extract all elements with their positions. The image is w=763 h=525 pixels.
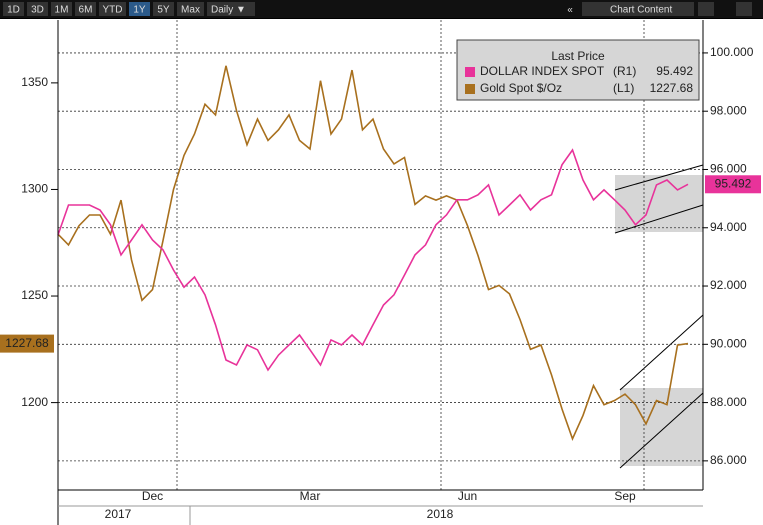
last-value-label: 95.492 [715,176,752,190]
y2-tick-label: 96.000 [710,162,747,176]
frequency-label[interactable]: Daily ▼ [211,5,246,16]
channel-line [614,164,704,191]
y2-tick-label: 94.000 [710,220,747,234]
range-button-label[interactable]: 3D [31,5,44,16]
channel-line [619,314,704,391]
range-button[interactable] [3,2,24,16]
edit-button[interactable] [698,2,714,16]
last-value-label: 1227.68 [5,336,49,350]
legend-swatch [465,67,475,77]
range-button[interactable] [51,2,72,16]
legend-title: Last Price [551,49,605,63]
y-tick-label: 1300 [21,182,48,196]
y-tick-label: 1250 [21,288,48,302]
range-button[interactable] [27,2,48,16]
last-value-tag [0,334,54,353]
y-tick-label: 1350 [21,75,48,89]
legend [456,39,700,101]
range-button-label[interactable]: 5Y [157,5,170,16]
series-line [57,148,689,372]
range-button-label[interactable]: 1Y [133,5,146,16]
toolbar-buttons: 1D 3D 1M 6M YTD 1Y 5Y Max Daily ▼ « Chart Content [3,2,752,16]
channel-shade [620,388,703,466]
chart-content-label[interactable]: Chart Content [610,5,672,16]
x-tick-label: Sep [614,489,636,503]
range-button[interactable] [177,2,204,16]
channel-line [619,392,704,469]
collapse-button[interactable]: « [567,5,573,16]
y2-tick-label: 92.000 [710,278,747,292]
y-tick-label: 1200 [21,395,48,409]
x-tick-label: Jun [458,489,477,503]
range-button[interactable] [99,2,126,16]
last-value-tag [705,175,761,194]
legend-axis: (L1) [613,81,634,95]
frequency-button[interactable] [207,2,255,16]
x-tick-label: Dec [142,489,163,503]
legend-swatch [465,84,475,94]
range-button-label[interactable]: Max [181,5,200,16]
x-tick-label: Mar [300,489,321,503]
range-button-label[interactable]: 6M [79,5,93,16]
legend-value: 95.492 [656,64,693,78]
legend-value: 1227.68 [650,81,694,95]
legend-label: Gold Spot $/Oz [480,81,562,95]
range-button[interactable] [129,2,150,16]
year-label: 2017 [105,507,132,521]
settings-button[interactable] [736,2,752,16]
year-label: 2018 [427,507,454,521]
range-button-label[interactable]: 1M [55,5,69,16]
chart-content-button[interactable] [582,2,694,16]
y2-tick-label: 100.000 [710,45,754,59]
legend-label: DOLLAR INDEX SPOT [480,64,605,78]
y2-tick-label: 98.000 [710,103,747,117]
range-button-label[interactable]: YTD [103,5,123,16]
legend-axis: (R1) [613,64,636,78]
series-line [57,65,689,441]
y2-tick-label: 90.000 [710,336,747,350]
y2-tick-label: 88.000 [710,395,747,409]
channel-line [614,204,704,234]
range-button-label[interactable]: 1D [7,5,20,16]
y2-tick-label: 86.000 [710,453,747,467]
range-button[interactable] [75,2,96,16]
range-button[interactable] [153,2,174,16]
